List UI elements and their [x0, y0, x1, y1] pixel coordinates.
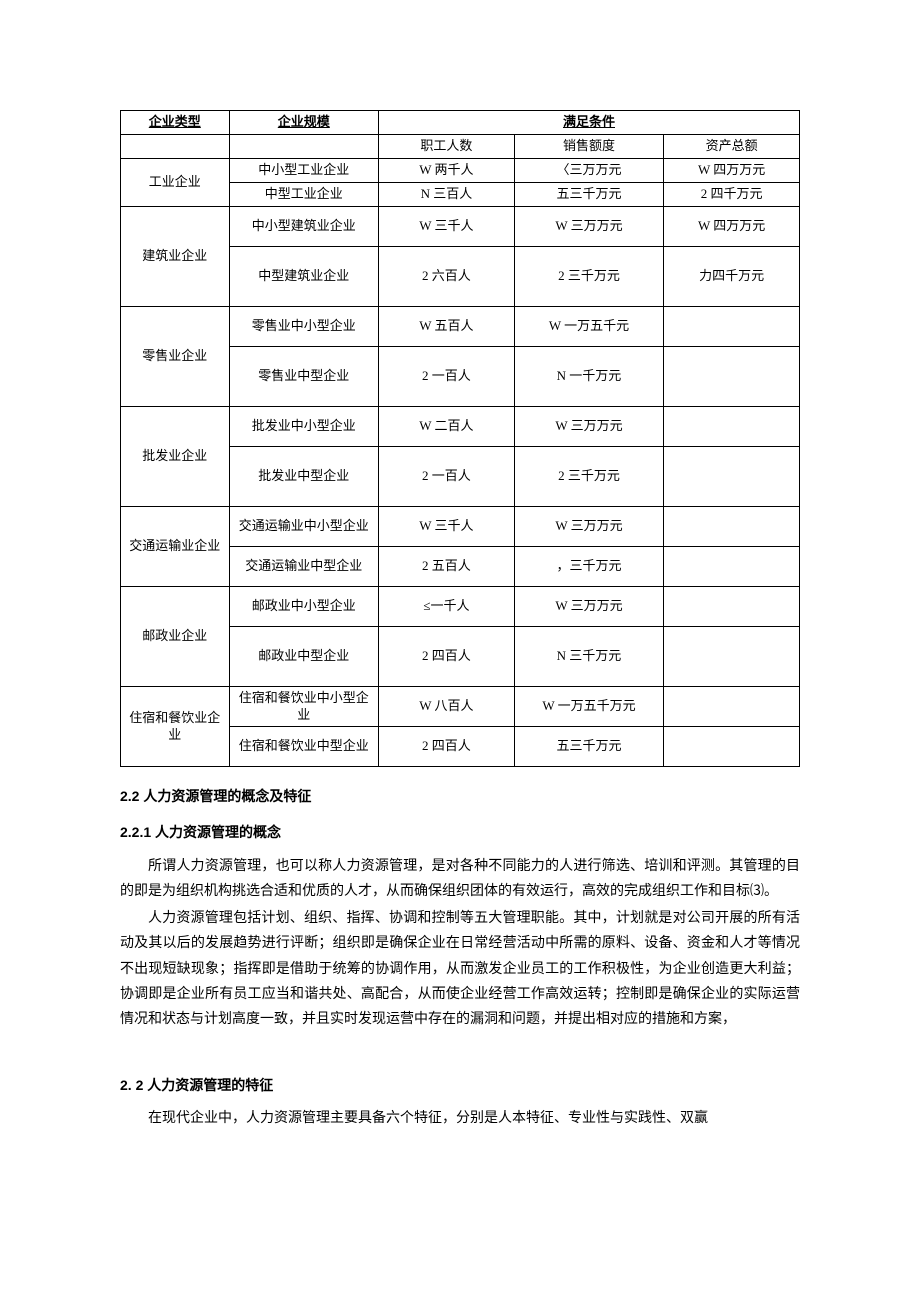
cell-type: 邮政业企业 — [121, 587, 230, 687]
cell-sales: W 三万万元 — [514, 507, 663, 547]
cell-employees: 2 一百人 — [379, 447, 515, 507]
table-row: 住宿和餐饮业企业住宿和餐饮业中小型企业W 八百人W 一万五千万元 — [121, 687, 800, 727]
table-row: 批发业企业批发业中小型企业W 二百人W 三万万元 — [121, 407, 800, 447]
cell-assets: W 四万万元 — [664, 159, 800, 183]
cell-employees: 2 六百人 — [379, 247, 515, 307]
cell-sales: N 三千万元 — [514, 627, 663, 687]
cell-type: 交通运输业企业 — [121, 507, 230, 587]
cell-type: 工业企业 — [121, 159, 230, 207]
table-row: 邮政业企业邮政业中小型企业≤一千人W 三万万元 — [121, 587, 800, 627]
cell-assets — [664, 447, 800, 507]
cell-employees: W 两千人 — [379, 159, 515, 183]
enterprise-classification-table: 企业类型 企业规模 满足条件 职工人数 销售额度 资产总额 工业企业中小型工业企… — [120, 110, 800, 767]
cell-sales: W 一万五千万元 — [514, 687, 663, 727]
cell-assets: 力四千万元 — [664, 247, 800, 307]
cell-sales: N 一千万元 — [514, 347, 663, 407]
cell-sales: 五三千万元 — [514, 727, 663, 767]
cell-scale: 邮政业中型企业 — [229, 627, 378, 687]
cell-sales: W 三万万元 — [514, 587, 663, 627]
cell-scale: 零售业中型企业 — [229, 347, 378, 407]
cell-assets — [664, 627, 800, 687]
col-header-type: 企业类型 — [121, 111, 230, 135]
cell-scale: 中型建筑业企业 — [229, 247, 378, 307]
cell-sales: ，三千万元 — [514, 547, 663, 587]
cell-scale: 批发业中小型企业 — [229, 407, 378, 447]
cell-assets — [664, 547, 800, 587]
cell-employees: W 三千人 — [379, 207, 515, 247]
cell-employees: W 三千人 — [379, 507, 515, 547]
table-header-row-2: 职工人数 销售额度 资产总额 — [121, 135, 800, 159]
cell-assets — [664, 587, 800, 627]
col-header-conditions: 满足条件 — [379, 111, 800, 135]
cell-scale: 住宿和餐饮业中型企业 — [229, 727, 378, 767]
subcol-sales: 销售额度 — [514, 135, 663, 159]
cell-sales: W 三万万元 — [514, 407, 663, 447]
cell-scale: 中小型建筑业企业 — [229, 207, 378, 247]
cell-scale: 批发业中型企业 — [229, 447, 378, 507]
cell-assets — [664, 347, 800, 407]
cell-type: 住宿和餐饮业企业 — [121, 687, 230, 767]
table-row: 工业企业中小型工业企业W 两千人〈三万万元W 四万万元 — [121, 159, 800, 183]
cell-scale: 中型工业企业 — [229, 183, 378, 207]
cell-scale: 中小型工业企业 — [229, 159, 378, 183]
col-empty-1 — [121, 135, 230, 159]
cell-assets — [664, 507, 800, 547]
cell-sales: 2 三千万元 — [514, 247, 663, 307]
subcol-assets: 资产总额 — [664, 135, 800, 159]
cell-employees: N 三百人 — [379, 183, 515, 207]
heading-2-2: 2.2 人力资源管理的概念及特征 — [120, 785, 800, 807]
col-header-scale: 企业规模 — [229, 111, 378, 135]
cell-assets: W 四万万元 — [664, 207, 800, 247]
cell-employees: W 五百人 — [379, 307, 515, 347]
paragraph-concept-1: 所谓人力资源管理，也可以称人力资源管理，是对各种不同能力的人进行筛选、培训和评测… — [120, 854, 800, 904]
paragraph-concept-2: 人力资源管理包括计划、组织、指挥、协调和控制等五大管理职能。其中，计划就是对公司… — [120, 906, 800, 1032]
cell-sales: W 三万万元 — [514, 207, 663, 247]
cell-employees: 2 四百人 — [379, 627, 515, 687]
cell-employees: 2 一百人 — [379, 347, 515, 407]
table-row: 交通运输业企业交通运输业中小型企业W 三千人W 三万万元 — [121, 507, 800, 547]
cell-assets — [664, 727, 800, 767]
cell-type: 建筑业企业 — [121, 207, 230, 307]
cell-type: 零售业企业 — [121, 307, 230, 407]
cell-scale: 邮政业中小型企业 — [229, 587, 378, 627]
cell-assets — [664, 307, 800, 347]
cell-scale: 零售业中小型企业 — [229, 307, 378, 347]
cell-sales: W 一万五千元 — [514, 307, 663, 347]
table-header-row-1: 企业类型 企业规模 满足条件 — [121, 111, 800, 135]
heading-2-2-features: 2. 2 人力资源管理的特征 — [120, 1074, 800, 1096]
heading-2-2-1: 2.2.1 人力资源管理的概念 — [120, 821, 800, 843]
cell-sales: 五三千万元 — [514, 183, 663, 207]
cell-employees: ≤一千人 — [379, 587, 515, 627]
cell-assets — [664, 687, 800, 727]
cell-employees: W 八百人 — [379, 687, 515, 727]
col-empty-2 — [229, 135, 378, 159]
cell-scale: 住宿和餐饮业中小型企业 — [229, 687, 378, 727]
cell-type: 批发业企业 — [121, 407, 230, 507]
paragraph-features-1: 在现代企业中，人力资源管理主要具备六个特征，分别是人本特征、专业性与实践性、双赢 — [120, 1106, 800, 1131]
cell-assets — [664, 407, 800, 447]
table-row: 建筑业企业中小型建筑业企业W 三千人W 三万万元W 四万万元 — [121, 207, 800, 247]
cell-sales: 2 三千万元 — [514, 447, 663, 507]
cell-sales: 〈三万万元 — [514, 159, 663, 183]
cell-scale: 交通运输业中小型企业 — [229, 507, 378, 547]
cell-assets: 2 四千万元 — [664, 183, 800, 207]
cell-employees: 2 四百人 — [379, 727, 515, 767]
cell-scale: 交通运输业中型企业 — [229, 547, 378, 587]
cell-employees: 2 五百人 — [379, 547, 515, 587]
table-row: 零售业企业零售业中小型企业W 五百人W 一万五千元 — [121, 307, 800, 347]
subcol-employees: 职工人数 — [379, 135, 515, 159]
cell-employees: W 二百人 — [379, 407, 515, 447]
